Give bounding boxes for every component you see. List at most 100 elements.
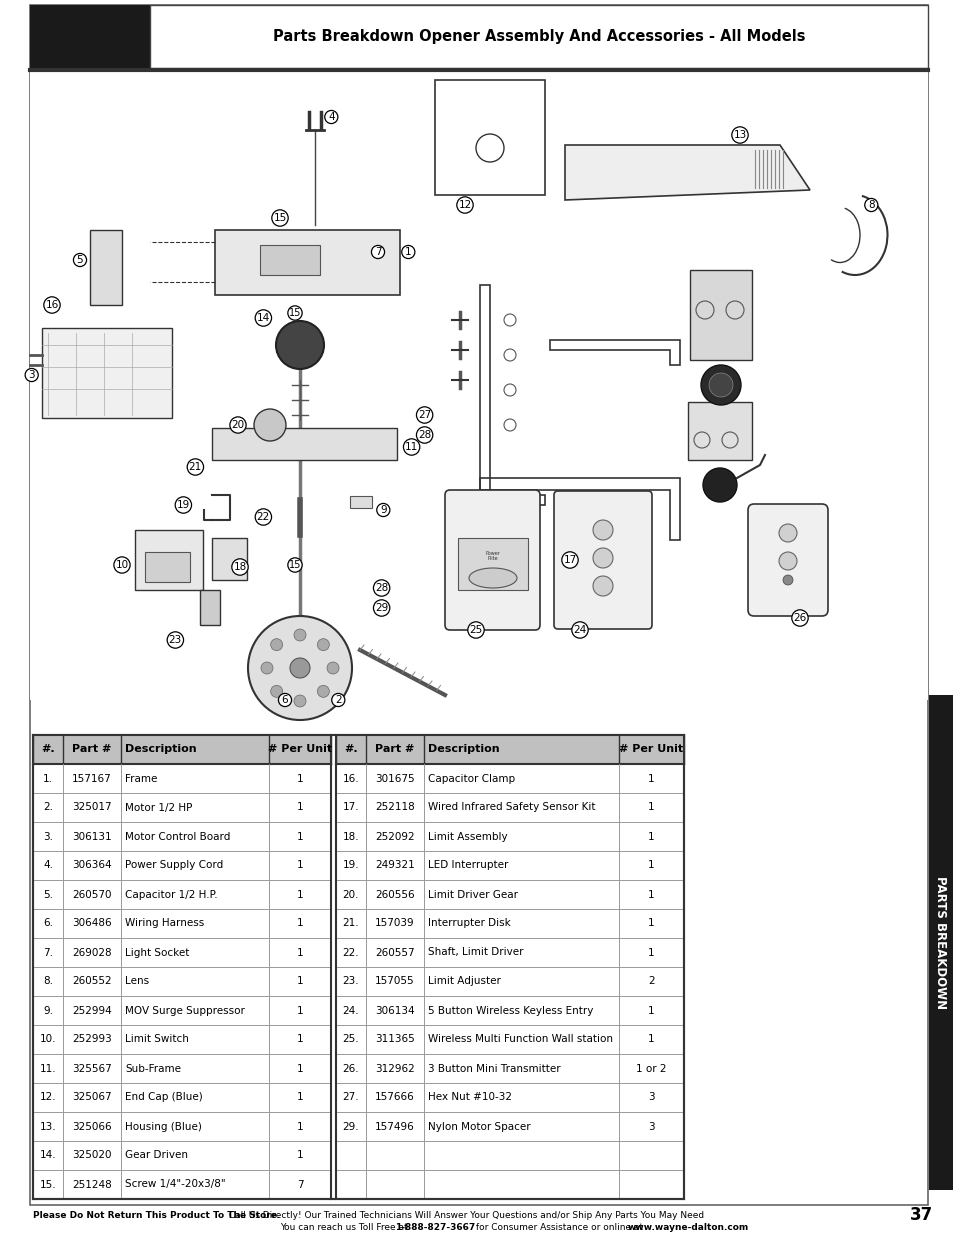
Text: 23.: 23. [342, 977, 359, 987]
Text: 249321: 249321 [375, 861, 415, 871]
Text: 3: 3 [647, 1093, 654, 1103]
Text: 252993: 252993 [72, 1035, 112, 1045]
Text: 7.: 7. [43, 947, 53, 957]
Text: 25.: 25. [342, 1035, 359, 1045]
Text: Call Us Directly! Our Trained Technicians Will Answer Your Questions and/or Ship: Call Us Directly! Our Trained Technician… [226, 1210, 703, 1219]
Circle shape [317, 685, 329, 698]
Text: Interrupter Disk: Interrupter Disk [428, 919, 510, 929]
Text: 260556: 260556 [375, 889, 415, 899]
Text: 27: 27 [417, 410, 431, 420]
Circle shape [317, 638, 329, 651]
Circle shape [593, 576, 613, 597]
Text: 21: 21 [189, 462, 202, 472]
Text: Hex Nut #10-32: Hex Nut #10-32 [428, 1093, 512, 1103]
Circle shape [290, 658, 310, 678]
Text: 306364: 306364 [72, 861, 112, 871]
Text: Parts Breakdown Opener Assembly And Accessories - All Models: Parts Breakdown Opener Assembly And Acce… [273, 28, 804, 43]
Text: Limit Adjuster: Limit Adjuster [428, 977, 500, 987]
Text: 1: 1 [296, 1151, 303, 1161]
Text: 157039: 157039 [375, 919, 415, 929]
Bar [212, 538, 247, 580]
Text: 5: 5 [76, 254, 83, 266]
Text: Capacitor Clamp: Capacitor Clamp [428, 773, 515, 783]
Text: 28: 28 [375, 583, 388, 593]
Text: 1: 1 [296, 1035, 303, 1045]
Text: 21.: 21. [342, 919, 359, 929]
Bar [212, 429, 396, 459]
FancyBboxPatch shape [444, 490, 539, 630]
Circle shape [294, 629, 306, 641]
Text: 1.: 1. [43, 773, 53, 783]
Bar [90, 230, 122, 305]
Text: 325066: 325066 [72, 1121, 112, 1131]
Text: 22: 22 [256, 513, 270, 522]
Text: 11: 11 [405, 442, 417, 452]
Text: 260570: 260570 [72, 889, 112, 899]
Text: 5.: 5. [43, 889, 53, 899]
Text: 12.: 12. [40, 1093, 56, 1103]
Circle shape [294, 695, 306, 706]
Text: 7: 7 [296, 1179, 303, 1189]
Text: Motor 1/2 HP: Motor 1/2 HP [125, 803, 193, 813]
Text: 1: 1 [296, 773, 303, 783]
Text: 13.: 13. [40, 1121, 56, 1131]
Circle shape [271, 638, 282, 651]
Bar [30, 70, 927, 700]
Bar [42, 329, 172, 417]
Text: 16.: 16. [342, 773, 359, 783]
Text: Screw 1/4"-20x3/8": Screw 1/4"-20x3/8" [125, 1179, 226, 1189]
Text: 10.: 10. [40, 1035, 56, 1045]
Text: Gear Driven: Gear Driven [125, 1151, 188, 1161]
Bar [30, 5, 150, 68]
Text: LED Interrupter: LED Interrupter [428, 861, 508, 871]
Text: 15: 15 [289, 308, 301, 317]
Text: 5 Button Wireless Keyless Entry: 5 Button Wireless Keyless Entry [428, 1005, 593, 1015]
Text: 1: 1 [296, 889, 303, 899]
Text: 19: 19 [176, 500, 190, 510]
Text: 14: 14 [256, 312, 270, 324]
Text: 17.: 17. [342, 803, 359, 813]
Text: 1: 1 [296, 803, 303, 813]
Text: 1: 1 [647, 1035, 654, 1045]
Circle shape [261, 662, 273, 674]
Bar [150, 5, 927, 68]
Text: 4: 4 [328, 112, 335, 122]
Text: 306131: 306131 [72, 831, 112, 841]
Text: 325017: 325017 [72, 803, 112, 813]
Text: 2: 2 [647, 977, 654, 987]
Text: Part #: Part # [375, 745, 415, 755]
Bar [350, 496, 372, 508]
Text: 1: 1 [405, 247, 411, 257]
Polygon shape [564, 144, 809, 200]
Text: 17: 17 [563, 555, 576, 564]
Text: 15: 15 [289, 559, 301, 571]
Text: 306486: 306486 [72, 919, 112, 929]
Text: 252092: 252092 [375, 831, 415, 841]
Text: 28: 28 [417, 430, 431, 440]
Bar [457, 538, 527, 590]
Text: 29: 29 [375, 603, 388, 613]
Text: Frame: Frame [125, 773, 157, 783]
FancyBboxPatch shape [747, 504, 827, 616]
Text: 19.: 19. [342, 861, 359, 871]
Bar [335, 735, 683, 764]
Text: 252994: 252994 [72, 1005, 112, 1015]
Circle shape [271, 685, 282, 698]
Text: 6.: 6. [43, 919, 53, 929]
Text: Please Do Not Return This Product To The Store.: Please Do Not Return This Product To The… [33, 1210, 280, 1219]
Text: 1: 1 [647, 947, 654, 957]
Polygon shape [214, 230, 399, 295]
Text: 1: 1 [296, 977, 303, 987]
Text: 1-888-827-3667: 1-888-827-3667 [395, 1224, 475, 1233]
Text: Wired Infrared Safety Sensor Kit: Wired Infrared Safety Sensor Kit [428, 803, 595, 813]
Circle shape [779, 524, 796, 542]
Text: 1: 1 [296, 1063, 303, 1073]
Text: 325020: 325020 [72, 1151, 112, 1161]
Text: 15: 15 [274, 212, 286, 224]
Bar [145, 552, 190, 582]
Text: Description: Description [125, 745, 196, 755]
Text: 1: 1 [647, 773, 654, 783]
Text: 10: 10 [115, 559, 129, 571]
Text: 1: 1 [296, 1005, 303, 1015]
Text: 8: 8 [867, 200, 874, 210]
